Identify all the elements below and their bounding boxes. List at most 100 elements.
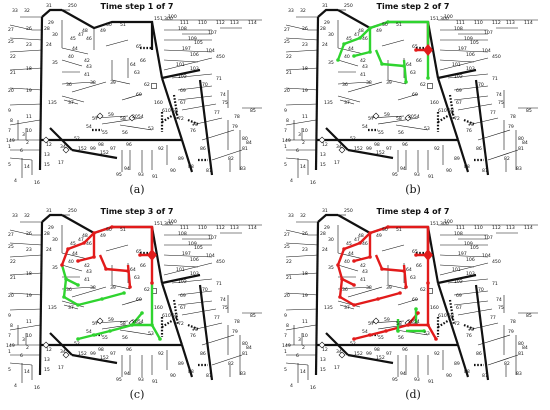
node-marker: [110, 225, 114, 229]
lateral-line: [191, 117, 223, 126]
node-label: 98: [374, 347, 380, 353]
node-label: 113: [506, 225, 515, 231]
node-label: 110: [198, 225, 207, 231]
lateral-line: [163, 49, 213, 53]
node-marker: [404, 80, 408, 84]
node-label: 6: [20, 353, 23, 359]
switch-icon: [62, 146, 70, 154]
node-label: 66: [416, 58, 422, 64]
node-label: 74: [220, 297, 226, 303]
node-label: 8: [286, 323, 289, 329]
node-label: 45: [70, 36, 76, 42]
node-label: 46: [362, 36, 368, 42]
node-label: 33: [288, 8, 294, 14]
restored-section-line: [369, 225, 430, 255]
node-label: 87: [482, 373, 488, 379]
node-label: 2: [26, 345, 29, 351]
node-label: 16: [34, 180, 40, 186]
lateral-line: [453, 95, 489, 101]
node-label: 34: [336, 349, 342, 355]
lateral-line: [285, 157, 309, 161]
node-label: 91: [428, 174, 434, 180]
node-label: 106: [466, 257, 475, 263]
lateral-line: [61, 264, 83, 272]
node-label: 29: [324, 225, 330, 231]
node-label: 30: [52, 237, 58, 243]
node-label: 69: [456, 293, 462, 299]
node-label: 114: [524, 225, 533, 231]
node-label: 97: [386, 146, 392, 152]
node-label: 71: [216, 281, 222, 287]
node-label: 22: [286, 259, 292, 265]
node-label: 60: [136, 92, 142, 98]
node-label: 52: [74, 136, 80, 142]
main-feeder-line: [325, 127, 349, 151]
node-label: 109: [188, 241, 197, 247]
node-label: 3: [298, 132, 301, 138]
node-label: 63: [134, 70, 140, 76]
node-label: 84: [522, 345, 528, 351]
node-label: 64: [406, 62, 412, 68]
node-label: 79: [508, 329, 514, 335]
lateral-line: [395, 124, 429, 131]
node-label: 10: [302, 333, 308, 339]
node-label: 68: [172, 108, 178, 114]
node-label: 34: [60, 349, 66, 355]
node-label: 90: [446, 168, 452, 174]
lateral-line: [9, 67, 43, 71]
node-marker: [336, 58, 340, 62]
node-label: 84: [522, 140, 528, 146]
node-label: 62: [144, 287, 150, 293]
node-label: 94: [124, 371, 130, 377]
node-label: 33: [12, 8, 18, 14]
node-label: 67: [180, 305, 186, 311]
restored-section-line: [402, 264, 408, 288]
lateral-line: [397, 298, 419, 306]
node-label: 450: [492, 259, 501, 265]
main-feeder-line: [325, 332, 349, 356]
lateral-line: [285, 272, 319, 276]
node-label: 26: [302, 26, 308, 32]
restored-section-line: [98, 254, 129, 273]
node-label: 72: [454, 116, 460, 122]
node-label: 78: [234, 319, 240, 325]
node-label: 48: [82, 28, 88, 34]
node-marker: [368, 333, 372, 337]
node-label: 68: [448, 108, 454, 114]
node-label: 160: [430, 100, 439, 106]
node-label: 17: [334, 365, 340, 371]
node-label: 88: [464, 369, 470, 375]
node-label: 36: [342, 82, 348, 88]
node-label: 108: [178, 26, 187, 32]
lateral-line: [381, 244, 405, 252]
node-marker: [358, 241, 362, 245]
node-label: 23: [26, 42, 32, 48]
node-label: 84: [246, 345, 252, 351]
switch-icon: [318, 136, 326, 144]
node-label: 93: [138, 377, 144, 383]
node-label: 88: [188, 369, 194, 375]
node-label: 60: [412, 92, 418, 98]
main-feeder-line: [49, 127, 73, 151]
lateral-line: [181, 103, 217, 111]
node-label: 23: [302, 42, 308, 48]
node-label: 35: [328, 265, 334, 271]
lateral-line: [285, 292, 319, 296]
switch-icon: [42, 341, 50, 349]
node-label: 1: [284, 144, 287, 150]
node-label: 112: [492, 225, 501, 231]
node-label: 88: [464, 164, 470, 170]
node-label: 152: [354, 351, 363, 357]
restored-section-line: [336, 264, 355, 287]
node-label: 11: [26, 319, 32, 325]
node-label: 12: [46, 347, 52, 353]
lateral-line: [121, 298, 143, 306]
node-marker: [380, 267, 384, 271]
node-label: 27: [284, 27, 290, 33]
node-label: 103: [466, 66, 475, 72]
node-label: 83: [240, 371, 246, 377]
main-feeder-line: [41, 213, 62, 223]
node-label: 33: [288, 213, 294, 219]
node-marker: [426, 76, 430, 80]
node-label: 52: [350, 136, 356, 142]
